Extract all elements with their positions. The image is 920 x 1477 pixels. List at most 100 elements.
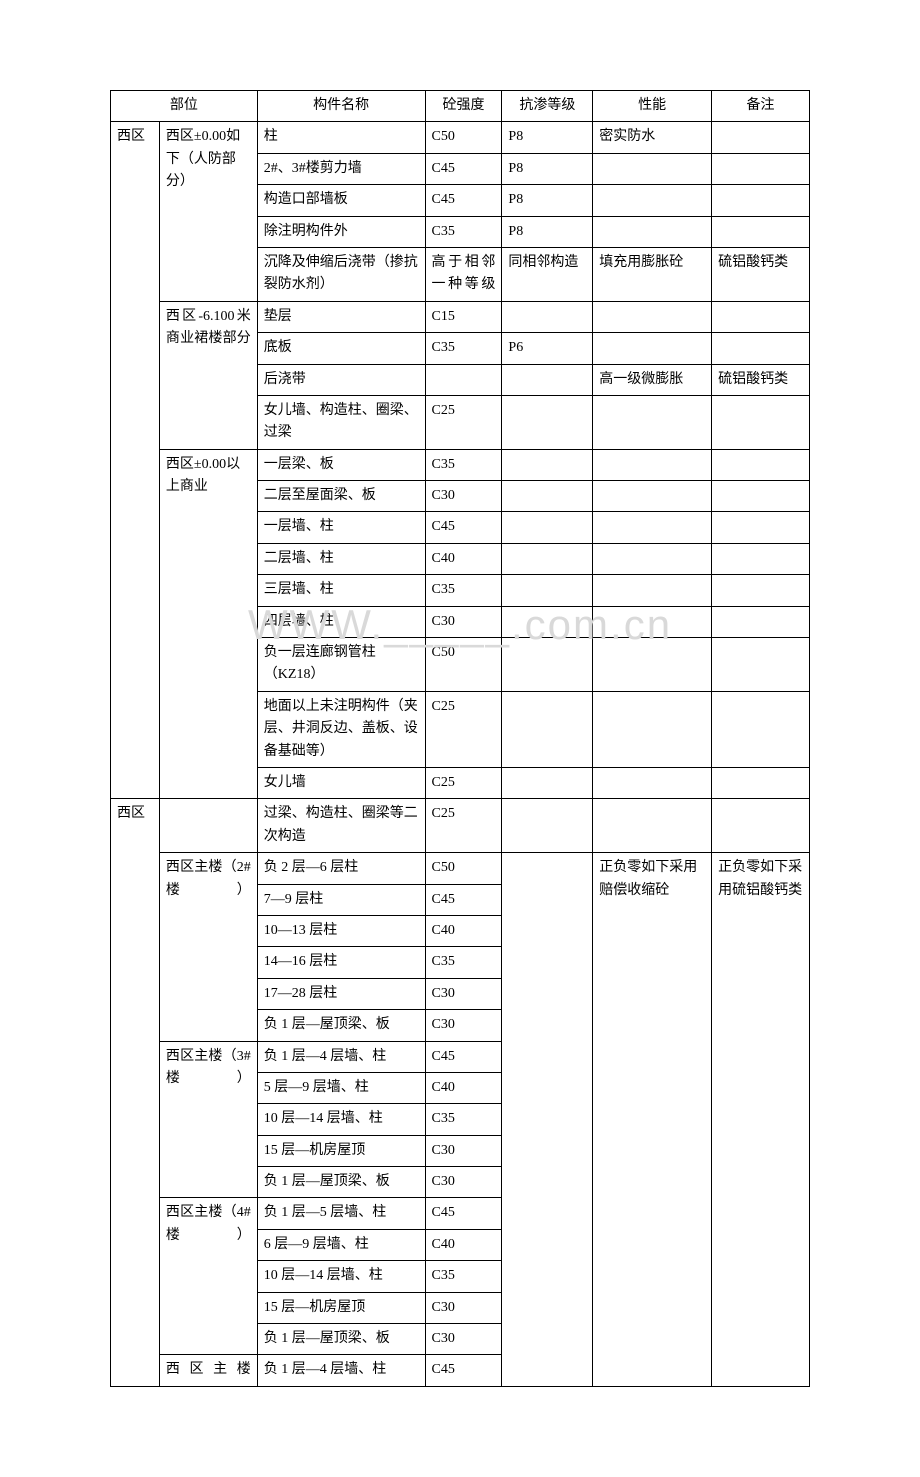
header-row: 部位 构件名称 砼强度 抗渗等级 性能 备注 <box>111 91 810 122</box>
cell-strength: C30 <box>425 1135 502 1166</box>
cell-strength <box>425 364 502 395</box>
cell-perf <box>593 512 712 543</box>
cell-perm <box>502 364 593 395</box>
cell-comp: 10 层—14 层墙、柱 <box>257 1261 425 1292</box>
cell-note <box>712 449 810 480</box>
cell-perf <box>593 543 712 574</box>
cell-perf <box>593 153 712 184</box>
cell-perm: P6 <box>502 333 593 364</box>
cell-comp: 负 1 层—屋顶梁、板 <box>257 1010 425 1041</box>
cell-strength: C40 <box>425 915 502 946</box>
spec-table: 部位 构件名称 砼强度 抗渗等级 性能 备注 西区 西区±0.00如下（人防部分… <box>110 90 810 1387</box>
cell-strength: C35 <box>425 449 502 480</box>
cell-perf: 密实防水 <box>593 122 712 153</box>
cell-perf <box>593 481 712 512</box>
cell-strength: C35 <box>425 1104 502 1135</box>
cell-strength: C35 <box>425 575 502 606</box>
cell-note <box>712 333 810 364</box>
header-strength: 砼强度 <box>425 91 502 122</box>
cell-note <box>712 185 810 216</box>
cell-part: 西区±0.00以上商业 <box>159 449 257 799</box>
cell-perf <box>593 395 712 449</box>
cell-strength: C45 <box>425 1041 502 1072</box>
cell-perm <box>502 638 593 692</box>
cell-strength: C25 <box>425 767 502 798</box>
cell-strength: C30 <box>425 606 502 637</box>
cell-strength: C50 <box>425 122 502 153</box>
cell-comp: 一层墙、柱 <box>257 512 425 543</box>
cell-comp: 二层墙、柱 <box>257 543 425 574</box>
cell-area: 西区 <box>111 122 160 799</box>
cell-comp: 除注明构件外 <box>257 216 425 247</box>
cell-strength: C45 <box>425 153 502 184</box>
cell-perf <box>593 606 712 637</box>
cell-strength: C40 <box>425 1229 502 1260</box>
cell-strength: C30 <box>425 481 502 512</box>
cell-perf <box>593 575 712 606</box>
cell-comp: 负 2 层—6 层柱 <box>257 853 425 884</box>
cell-perm <box>502 575 593 606</box>
cell-strength: C35 <box>425 216 502 247</box>
cell-note <box>712 575 810 606</box>
cell-strength: C25 <box>425 691 502 767</box>
cell-strength: C45 <box>425 185 502 216</box>
cell-comp: 后浇带 <box>257 364 425 395</box>
cell-comp: 负 1 层—屋顶梁、板 <box>257 1167 425 1198</box>
cell-strength: C35 <box>425 333 502 364</box>
cell-comp: 沉降及伸缩后浇带（掺抗裂防水剂） <box>257 247 425 301</box>
cell-perf <box>593 301 712 332</box>
cell-strength: C45 <box>425 884 502 915</box>
cell-perm: P8 <box>502 153 593 184</box>
cell-comp: 10—13 层柱 <box>257 915 425 946</box>
table-row: 西区 西区±0.00如下（人防部分） 柱 C50 P8 密实防水 <box>111 122 810 153</box>
cell-comp: 15 层—机房屋顶 <box>257 1292 425 1323</box>
cell-perf: 正负零如下采用赔偿收缩砼 <box>593 853 712 1387</box>
cell-strength: C25 <box>425 395 502 449</box>
cell-part: 西区主楼（2#楼） <box>159 853 257 1041</box>
cell-strength: C30 <box>425 978 502 1009</box>
cell-comp: 底板 <box>257 333 425 364</box>
cell-note <box>712 767 810 798</box>
cell-comp: 二层至屋面梁、板 <box>257 481 425 512</box>
cell-comp: 负 1 层—5 层墙、柱 <box>257 1198 425 1229</box>
cell-comp: 四层墙、柱 <box>257 606 425 637</box>
cell-area: 西区 <box>111 799 160 1386</box>
cell-note: 硫铝酸钙类 <box>712 247 810 301</box>
cell-strength: C45 <box>425 512 502 543</box>
cell-part: 西区主楼（3#楼） <box>159 1041 257 1198</box>
cell-strength: C50 <box>425 638 502 692</box>
cell-perm <box>502 301 593 332</box>
header-note: 备注 <box>712 91 810 122</box>
table-row: 西区±0.00以上商业 一层梁、板 C35 <box>111 449 810 480</box>
header-performance: 性能 <box>593 91 712 122</box>
cell-comp: 一层梁、板 <box>257 449 425 480</box>
cell-perm <box>502 543 593 574</box>
cell-note <box>712 606 810 637</box>
table-row: 西区 过梁、构造柱、圈梁等二次构造 C25 <box>111 799 810 853</box>
cell-part <box>159 799 257 853</box>
cell-comp: 女儿墙、构造柱、圈梁、过梁 <box>257 395 425 449</box>
cell-perm <box>502 449 593 480</box>
cell-note <box>712 216 810 247</box>
header-part: 部位 <box>111 91 258 122</box>
cell-note <box>712 122 810 153</box>
cell-perf <box>593 691 712 767</box>
cell-perm: P8 <box>502 122 593 153</box>
cell-strength: C15 <box>425 301 502 332</box>
cell-perf <box>593 449 712 480</box>
cell-note <box>712 512 810 543</box>
cell-perm <box>502 853 593 1387</box>
cell-comp: 17—28 层柱 <box>257 978 425 1009</box>
cell-perf <box>593 638 712 692</box>
cell-perm: 同相邻构造 <box>502 247 593 301</box>
cell-perm: P8 <box>502 216 593 247</box>
cell-comp: 6 层—9 层墙、柱 <box>257 1229 425 1260</box>
cell-strength: C30 <box>425 1167 502 1198</box>
cell-perf <box>593 799 712 853</box>
cell-perm <box>502 767 593 798</box>
cell-comp: 7—9 层柱 <box>257 884 425 915</box>
cell-perf: 填充用膨胀砼 <box>593 247 712 301</box>
cell-strength: C35 <box>425 947 502 978</box>
cell-perf <box>593 185 712 216</box>
cell-comp: 5 层—9 层墙、柱 <box>257 1072 425 1103</box>
